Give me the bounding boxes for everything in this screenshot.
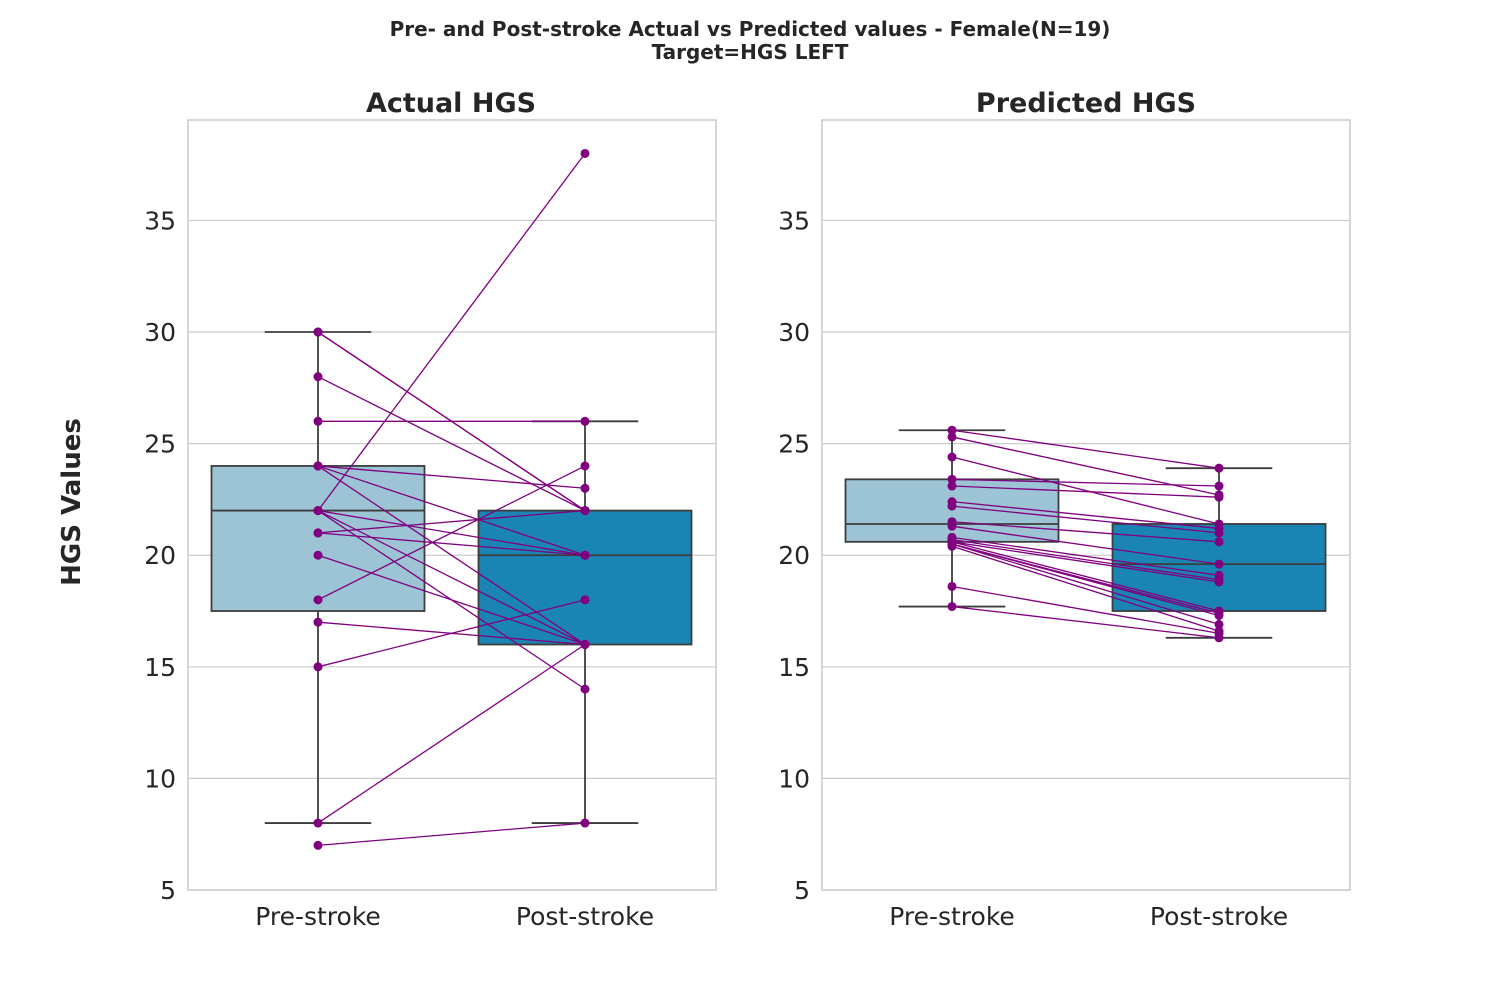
point-post — [580, 639, 590, 649]
point-post — [1214, 559, 1224, 569]
point-pre — [947, 481, 957, 491]
y-tick-label: 10 — [144, 764, 176, 793]
pair-line — [317, 822, 586, 847]
pair-line — [951, 545, 1220, 632]
pair-line — [317, 465, 586, 646]
point-pre — [313, 372, 323, 382]
y-tick-label: 5 — [794, 876, 810, 905]
point-post — [580, 684, 590, 694]
pair-line — [951, 478, 1220, 487]
point-post — [1214, 537, 1224, 547]
x-tick-label: Post-stroke — [1150, 902, 1288, 931]
pair-line — [951, 605, 1220, 639]
pair-line — [951, 521, 1220, 543]
point-post — [580, 506, 590, 516]
point-pre — [947, 425, 957, 435]
panel-predicted-hgs: Predicted HGS 5 10 15 20 25 30 35 Pre-stroke Pos… — [778, 88, 1351, 931]
y-axis-label: HGS Values — [57, 418, 87, 586]
figure-title-line2: Target=HGS LEFT — [652, 40, 849, 64]
y-tick-label: 30 — [778, 318, 810, 347]
y-tick-label: 20 — [144, 541, 176, 570]
point-post — [1214, 633, 1224, 643]
pair-line — [951, 585, 1220, 634]
pair-line — [951, 456, 1220, 525]
pair-line — [951, 536, 1220, 576]
pair-line — [317, 643, 586, 824]
pair-line — [317, 153, 586, 511]
point-post — [580, 595, 590, 605]
pair-line — [317, 509, 586, 646]
pair-line — [951, 485, 1220, 498]
pair-line — [317, 599, 586, 668]
pair-line — [317, 509, 586, 534]
plot-frame — [187, 119, 717, 891]
x-tick-label: Pre-stroke — [889, 902, 1015, 931]
pair-line — [317, 465, 586, 601]
point-pre — [947, 581, 957, 591]
pair-line — [951, 541, 1220, 612]
point-post — [1214, 577, 1224, 587]
y-tick-label: 20 — [778, 541, 810, 570]
panel-title-actual: Actual HGS — [366, 88, 536, 119]
point-pre — [947, 474, 957, 484]
point-post — [580, 461, 590, 471]
pair-line — [951, 538, 1220, 581]
pair-line — [317, 465, 586, 489]
point-pre — [947, 541, 957, 551]
y-tick-label: 35 — [778, 206, 810, 235]
y-tick-label: 25 — [778, 430, 810, 459]
point-pre — [313, 506, 323, 516]
point-pre — [313, 595, 323, 605]
plot-frame — [821, 119, 1351, 891]
point-post — [1214, 481, 1224, 491]
point-pre — [313, 327, 323, 337]
point-post — [580, 416, 590, 426]
point-pre — [313, 550, 323, 560]
point-post — [1214, 463, 1224, 473]
panel-title-predicted: Predicted HGS — [976, 88, 1196, 119]
y-tick-label: 25 — [144, 430, 176, 459]
pair-line — [951, 541, 1220, 583]
point-post — [580, 818, 590, 828]
y-tick-label: 10 — [778, 764, 810, 793]
point-pre — [313, 840, 323, 850]
point-post — [580, 483, 590, 493]
point-pre — [313, 461, 323, 471]
point-pre — [947, 501, 957, 511]
panel-actual-hgs: Actual HGS 5 10 15 20 25 30 35 Pre-stroke Post-s… — [144, 88, 717, 931]
point-pre — [313, 416, 323, 426]
pair-line — [951, 525, 1220, 565]
point-pre — [313, 818, 323, 828]
pair-line — [951, 505, 1220, 534]
point-pre — [313, 662, 323, 672]
pair-line — [951, 501, 1220, 530]
point-pre — [947, 521, 957, 531]
x-tick-label: Post-stroke — [516, 902, 654, 931]
point-pre — [947, 452, 957, 462]
x-tick-label: Pre-stroke — [255, 902, 381, 931]
figure-title-line1: Pre- and Post-stroke Actual vs Predicted… — [390, 17, 1111, 41]
y-tick-label: 15 — [778, 653, 810, 682]
pair-line — [317, 554, 586, 646]
y-tick-label: 15 — [144, 653, 176, 682]
point-post — [580, 148, 590, 158]
point-post — [1214, 619, 1224, 629]
point-post — [1214, 528, 1224, 538]
y-tick-label: 5 — [160, 876, 176, 905]
pair-line — [317, 532, 586, 556]
pair-line — [317, 465, 586, 556]
pair-line — [951, 429, 1220, 469]
point-pre — [313, 617, 323, 627]
point-post — [580, 550, 590, 560]
point-post — [1214, 492, 1224, 502]
y-tick-label: 30 — [144, 318, 176, 347]
pair-line — [951, 543, 1220, 626]
point-post — [1214, 610, 1224, 620]
point-pre — [947, 432, 957, 442]
y-tick-label: 35 — [144, 206, 176, 235]
point-pre — [313, 528, 323, 538]
point-pre — [947, 602, 957, 612]
pair-line — [951, 543, 1220, 617]
